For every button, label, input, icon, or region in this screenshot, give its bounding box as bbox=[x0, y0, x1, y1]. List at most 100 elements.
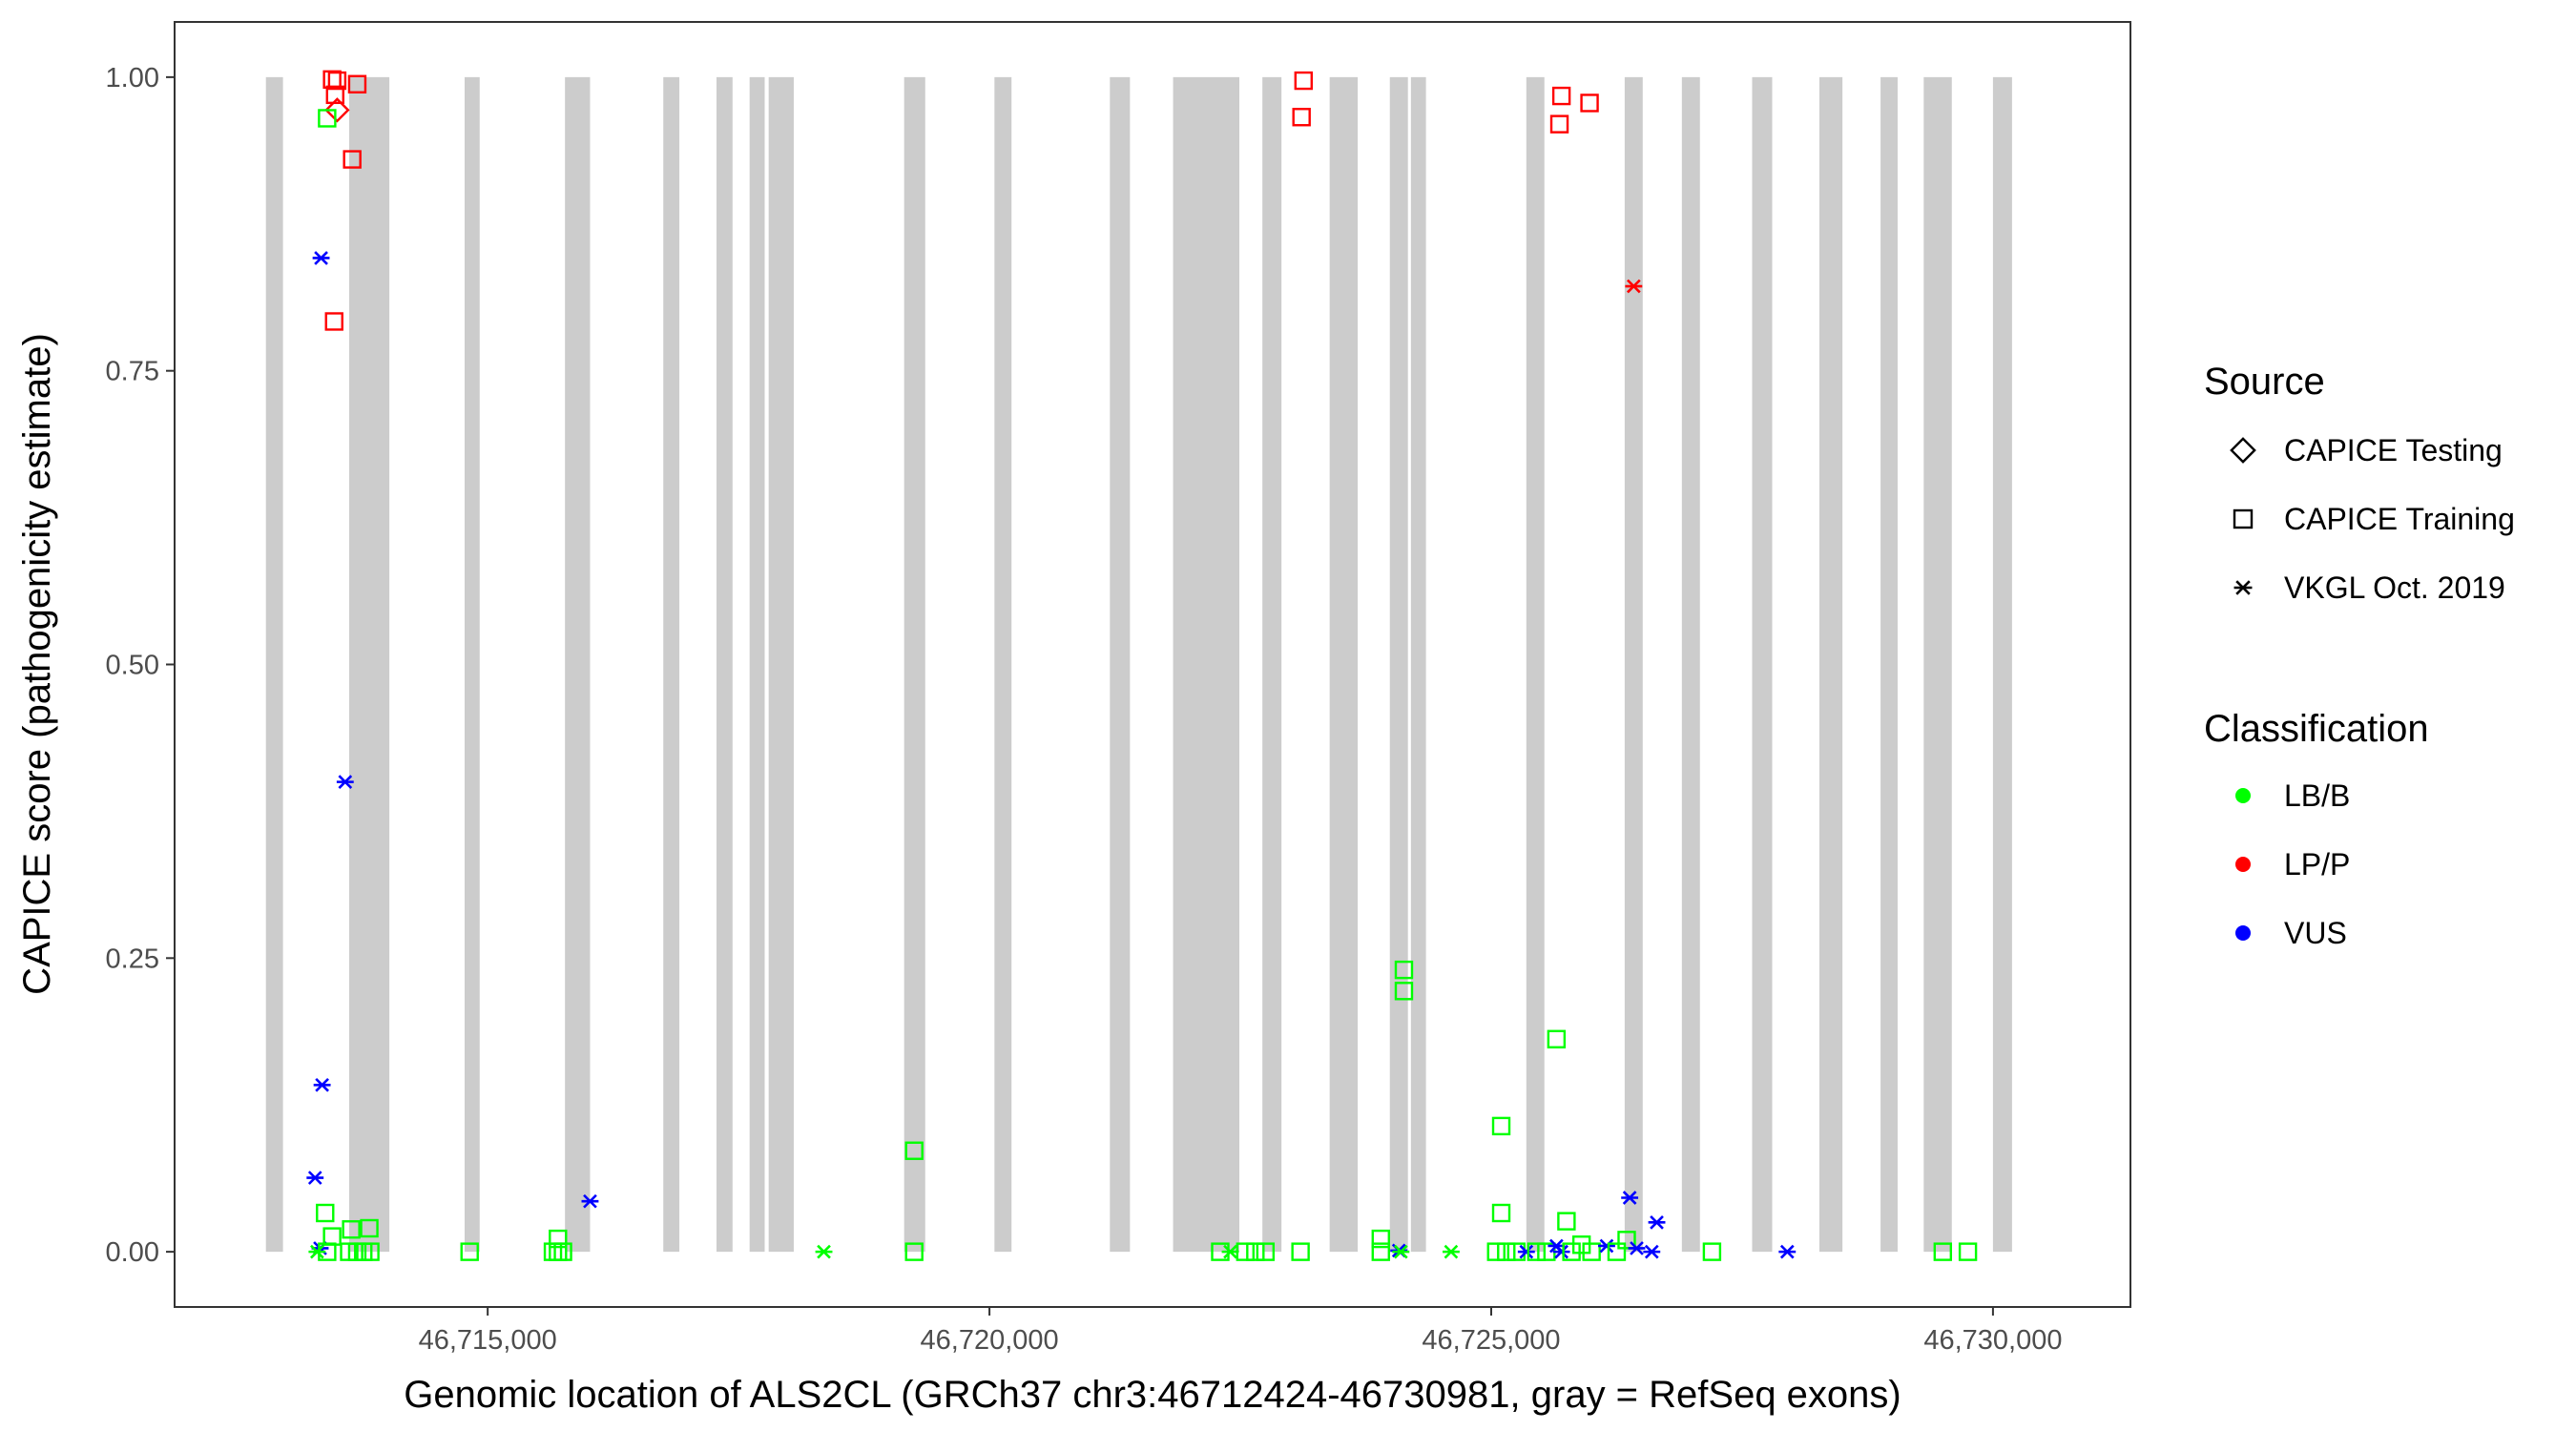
data-point bbox=[553, 1242, 572, 1261]
exon-band bbox=[1923, 76, 1952, 1253]
data-point bbox=[324, 312, 343, 331]
legend-class-label: VUS bbox=[2284, 916, 2347, 950]
x-tick-label: 46,715,000 bbox=[419, 1325, 557, 1356]
data-point bbox=[327, 71, 347, 91]
data-point bbox=[347, 74, 367, 93]
legend-source-title: Source bbox=[2204, 361, 2325, 403]
exon-band bbox=[1262, 76, 1282, 1253]
data-point bbox=[343, 150, 362, 169]
x-tick-label: 46,725,000 bbox=[1422, 1325, 1560, 1356]
exon-band bbox=[565, 76, 591, 1253]
data-point bbox=[1294, 71, 1313, 91]
legend-source-entries: CAPICE Testing CAPICE Training VKGL Oct. 2… bbox=[2230, 433, 2515, 605]
exon-band bbox=[464, 76, 480, 1253]
data-point bbox=[1497, 1242, 1516, 1261]
data-point bbox=[1394, 982, 1414, 1001]
exon-band bbox=[904, 76, 925, 1253]
data-point bbox=[1486, 1242, 1506, 1261]
data-point bbox=[581, 1193, 599, 1209]
data-point bbox=[322, 1227, 342, 1246]
legend-source-key bbox=[2230, 437, 2256, 464]
legend-source-label: VKGL Oct. 2019 bbox=[2284, 570, 2505, 605]
exon-band bbox=[1818, 76, 1843, 1253]
y-axis-title: CAPICE score (pathogenicity estimate) bbox=[16, 333, 58, 995]
data-point bbox=[1527, 1242, 1547, 1261]
legend-class-key bbox=[2235, 925, 2251, 941]
data-point bbox=[1292, 108, 1311, 127]
exon-band bbox=[1110, 76, 1131, 1253]
data-point bbox=[1617, 1231, 1636, 1250]
data-point bbox=[1702, 1242, 1722, 1261]
exons-layer bbox=[265, 76, 2012, 1253]
data-point bbox=[1628, 1241, 1646, 1255]
data-point bbox=[1517, 1244, 1535, 1259]
axes-layer: 46,715,000 46,720,000 46,725,000 46,730,000… bbox=[106, 63, 2063, 1356]
data-point bbox=[1582, 1242, 1601, 1261]
exon-band bbox=[994, 76, 1012, 1253]
legend-source-label: CAPICE Training bbox=[2284, 502, 2515, 536]
y-tick-label: 1.00 bbox=[106, 63, 159, 93]
exon-band bbox=[349, 76, 390, 1253]
data-point bbox=[342, 1220, 361, 1239]
exon-band bbox=[1681, 76, 1700, 1253]
y-tick-label: 0.75 bbox=[106, 357, 159, 387]
data-point bbox=[325, 85, 344, 105]
data-point bbox=[318, 1242, 337, 1261]
data-point bbox=[1643, 1244, 1661, 1259]
data-point bbox=[1648, 1215, 1666, 1230]
data-point bbox=[1551, 86, 1571, 106]
exon-band bbox=[265, 76, 283, 1253]
data-point bbox=[1392, 1244, 1410, 1259]
data-point bbox=[306, 1171, 324, 1185]
legend-source-key bbox=[2233, 580, 2253, 595]
data-point bbox=[1598, 1238, 1615, 1254]
data-point bbox=[1442, 1244, 1460, 1259]
data-point bbox=[336, 775, 354, 789]
data-point bbox=[1491, 1116, 1511, 1136]
data-point bbox=[1246, 1242, 1265, 1261]
data-point bbox=[361, 1242, 380, 1261]
data-point bbox=[1221, 1244, 1239, 1259]
y-tick-label: 0.50 bbox=[106, 651, 159, 681]
data-point bbox=[1552, 1244, 1570, 1259]
legend-source-key bbox=[2233, 508, 2254, 529]
legend-class-entries: LB/B LP/P VUS bbox=[2235, 778, 2350, 950]
exon-band bbox=[1526, 76, 1545, 1253]
data-point bbox=[1291, 1242, 1310, 1261]
data-point bbox=[904, 1141, 924, 1160]
exon-band bbox=[1992, 76, 2012, 1253]
exon-band bbox=[1880, 76, 1898, 1253]
points-layer bbox=[306, 70, 1978, 1261]
exon-band bbox=[1410, 76, 1426, 1253]
data-point bbox=[1256, 1242, 1276, 1261]
legend-class-key bbox=[2235, 857, 2251, 872]
data-point bbox=[1557, 1212, 1576, 1231]
data-point bbox=[1607, 1242, 1627, 1261]
legend-class-label: LB/B bbox=[2284, 778, 2350, 813]
legend-class-label: LP/P bbox=[2284, 847, 2350, 881]
data-point bbox=[313, 1077, 331, 1092]
data-point bbox=[1933, 1242, 1953, 1261]
data-point bbox=[1958, 1242, 1978, 1261]
legend-class-key bbox=[2235, 788, 2251, 803]
data-point bbox=[549, 1229, 568, 1249]
exon-band bbox=[716, 76, 733, 1253]
data-point bbox=[1621, 1191, 1639, 1205]
y-tick-label: 0.00 bbox=[106, 1237, 159, 1268]
data-point bbox=[308, 1244, 326, 1259]
legend-source-label: CAPICE Testing bbox=[2284, 433, 2503, 467]
y-tick-label: 0.25 bbox=[106, 944, 159, 974]
exon-band bbox=[1329, 76, 1359, 1253]
exon-band bbox=[663, 76, 680, 1253]
data-point bbox=[1778, 1244, 1797, 1259]
data-point bbox=[1580, 93, 1599, 113]
data-point bbox=[1236, 1242, 1255, 1261]
data-point bbox=[1394, 960, 1414, 980]
data-point bbox=[1547, 1029, 1567, 1048]
x-tick-label: 46,720,000 bbox=[921, 1325, 1059, 1356]
data-point bbox=[460, 1242, 479, 1261]
data-point bbox=[904, 1242, 924, 1261]
data-point bbox=[312, 251, 330, 265]
